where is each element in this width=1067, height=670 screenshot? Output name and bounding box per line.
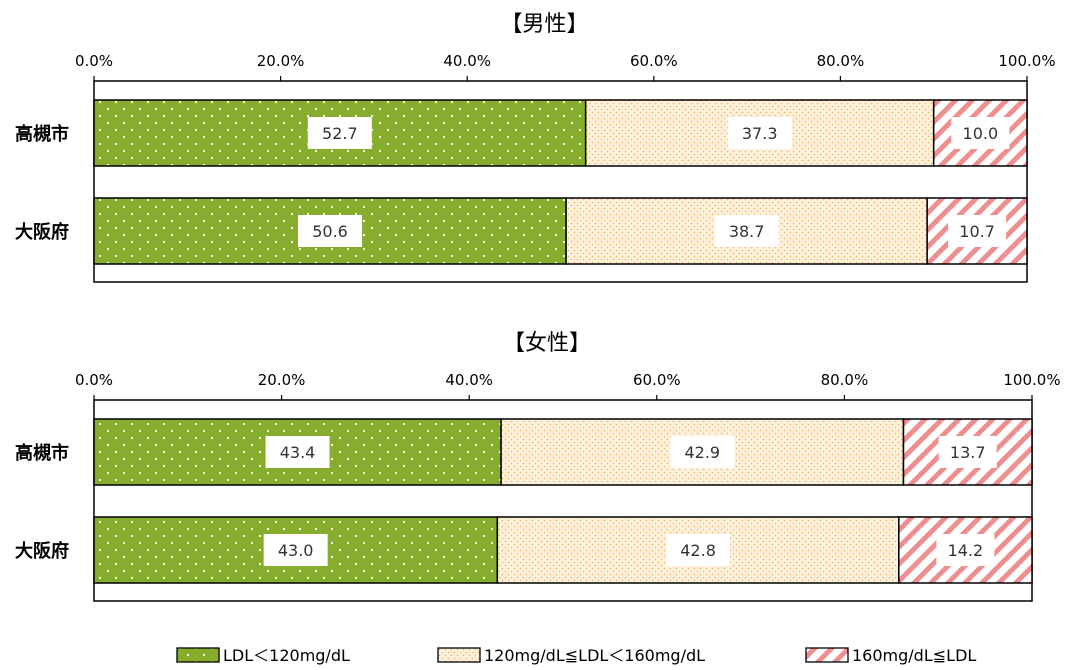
data-label: 42.8: [680, 541, 716, 560]
legend: LDL＜120mg/dL 120mg/dL≦LDL＜160mg/dL 160mg/d…: [176, 646, 976, 665]
plot-frame: [93, 399, 1033, 602]
legend-label: LDL＜120mg/dL: [223, 646, 350, 665]
chart-panel-1: 【男性】 0.0% 20.0% 40.0% 60.0% 80.0% 100.0% 高槻市 52.…: [15, 12, 1056, 283]
x-tick-label: 0.0%: [75, 52, 113, 70]
data-label-box: [936, 534, 995, 566]
category-label: 高槻市: [15, 123, 69, 145]
data-label: 43.0: [278, 541, 314, 560]
category-label: 高槻市: [15, 442, 69, 464]
data-label-box: [727, 117, 792, 149]
legend-swatch-high: [805, 647, 849, 663]
data-label: 50.6: [312, 222, 348, 241]
data-label: 14.2: [948, 541, 984, 560]
data-label: 10.0: [963, 124, 999, 143]
x-tick-label: 20.0%: [258, 371, 306, 389]
data-label: 13.7: [950, 443, 986, 462]
chart-panel-2: 【女性】 0.0% 20.0% 40.0% 60.0% 80.0% 100.0% 高槻市 43.…: [15, 331, 1061, 602]
data-label: 10.7: [959, 222, 995, 241]
legend-swatch-low: [176, 647, 220, 663]
category-label: 大阪府: [15, 221, 69, 243]
data-label-box: [666, 534, 731, 566]
chart-title: 【女性】: [503, 331, 591, 356]
plot-frame: [93, 80, 1028, 283]
data-label-box: [951, 117, 1010, 149]
data-label-box: [298, 215, 363, 247]
x-tick-label: 100.0%: [998, 52, 1055, 70]
bar-segment-mid: [500, 418, 905, 486]
chart-layer: 【男性】 0.0% 20.0% 40.0% 60.0% 80.0% 100.0% 高槻市 52.…: [15, 12, 1061, 602]
chart-title: 【男性】: [500, 12, 588, 37]
x-tick-label: 80.0%: [821, 371, 869, 389]
data-label-box: [948, 215, 1007, 247]
x-tick-label: 40.0%: [443, 52, 491, 70]
data-label-box: [670, 436, 735, 468]
x-tick-label: 80.0%: [817, 52, 865, 70]
data-label: 43.4: [280, 443, 316, 462]
legend-swatch-mid: [437, 647, 481, 663]
x-tick-label: 100.0%: [1003, 371, 1060, 389]
data-label-box: [307, 117, 372, 149]
data-label-box: [938, 436, 997, 468]
legend-label: 160mg/dL≦LDL: [852, 646, 976, 665]
x-tick-label: 60.0%: [633, 371, 681, 389]
data-label-box: [263, 534, 328, 566]
x-tick-label: 40.0%: [445, 371, 493, 389]
x-tick-label: 0.0%: [75, 371, 113, 389]
data-label: 52.7: [322, 124, 358, 143]
data-label-box: [265, 436, 330, 468]
data-label-box: [714, 215, 779, 247]
legend-label: 120mg/dL≦LDL＜160mg/dL: [484, 646, 705, 665]
data-label: 38.7: [729, 222, 765, 241]
data-label: 37.3: [742, 124, 778, 143]
category-label: 大阪府: [15, 540, 69, 562]
x-tick-label: 20.0%: [257, 52, 305, 70]
x-tick-label: 60.0%: [630, 52, 678, 70]
data-label: 42.9: [684, 443, 720, 462]
